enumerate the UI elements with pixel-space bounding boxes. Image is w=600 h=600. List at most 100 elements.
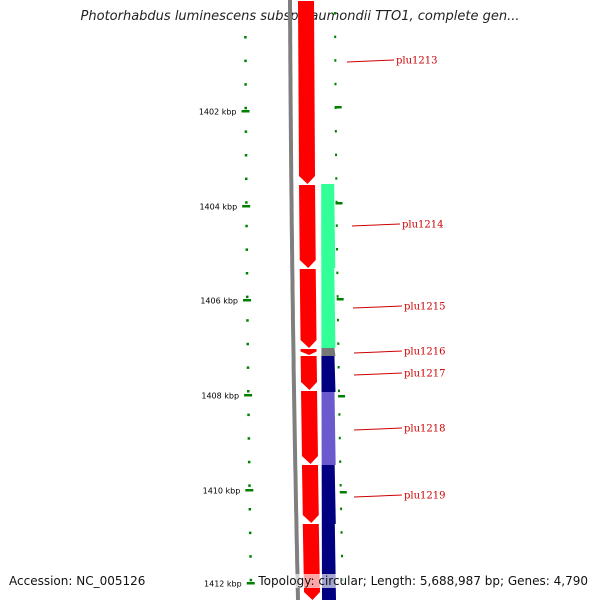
forward-gene-arrow <box>302 524 320 600</box>
inner-tick <box>334 12 337 15</box>
minor-tick <box>245 224 248 228</box>
minor-tick <box>249 555 252 558</box>
major-tick <box>243 299 252 302</box>
minor-tick <box>244 130 248 133</box>
accession-text: Accession: NC_005126 <box>9 574 146 588</box>
inner-tick <box>340 507 343 511</box>
inner-tick <box>336 248 339 251</box>
inner-major-tick <box>335 202 343 205</box>
minor-tick <box>244 106 247 110</box>
reverse-gene-block <box>321 184 336 268</box>
gene-leader-line <box>352 305 403 309</box>
scale-label: 1410 kbp <box>203 487 241 496</box>
inner-major-tick <box>338 395 346 398</box>
major-tick <box>246 582 255 585</box>
minor-tick <box>244 83 247 86</box>
gene-label-plu1216[interactable]: plu1216 <box>404 347 446 358</box>
inner-tick <box>336 295 339 298</box>
minor-tick <box>246 342 249 346</box>
forward-gene-arrow <box>301 465 319 523</box>
gene-leader-line <box>346 59 395 63</box>
inner-tick <box>337 366 340 369</box>
gene-label-plu1214[interactable]: plu1214 <box>402 220 444 231</box>
gene-label-plu1217[interactable]: plu1217 <box>404 369 446 380</box>
forward-gene-arrow <box>299 185 316 268</box>
reverse-gene-block <box>321 465 336 524</box>
inner-tick <box>339 484 342 487</box>
major-tick <box>241 110 250 113</box>
gene-leader-line <box>353 427 403 431</box>
minor-tick <box>245 248 249 251</box>
inner-tick <box>340 531 343 534</box>
minor-tick <box>247 390 250 393</box>
minor-tick <box>245 201 248 204</box>
major-tick <box>242 205 251 208</box>
forward-gene-arrow <box>300 356 318 390</box>
gene-labels[interactable]: plu1213 plu1214 plu1215 plu1216 plu1217 plu12… <box>346 56 446 502</box>
gene-label-plu1218[interactable]: plu1218 <box>404 424 446 435</box>
forward-gene-arrow <box>301 391 318 464</box>
inner-major-tick <box>339 491 347 494</box>
minor-tick <box>244 36 247 39</box>
inner-tick <box>336 271 339 275</box>
inner-major-tick <box>334 106 342 109</box>
inner-tick <box>335 153 338 157</box>
inner-tick <box>334 130 337 133</box>
inner-tick <box>335 224 338 227</box>
minor-tick <box>245 295 249 299</box>
forward-gene-arrow <box>299 269 317 348</box>
scale-label: 1404 kbp <box>199 203 237 212</box>
minor-tick <box>244 177 248 181</box>
major-tick <box>245 489 254 492</box>
reverse-gene-block <box>321 356 336 392</box>
reverse-gene-block <box>321 348 336 356</box>
backbone-track <box>288 0 300 600</box>
minor-tick <box>248 508 252 511</box>
scale-ticks <box>241 36 255 585</box>
minor-tick <box>247 413 250 417</box>
minor-tick <box>247 437 251 440</box>
major-tick <box>244 394 253 397</box>
inner-tick <box>336 318 339 322</box>
gene-leader-line <box>351 223 401 227</box>
inner-tick <box>334 82 337 86</box>
gene-label-plu1219[interactable]: plu1219 <box>404 491 446 502</box>
minor-tick <box>248 531 252 535</box>
inner-tick <box>339 460 342 463</box>
minor-tick <box>249 578 253 582</box>
minor-tick <box>248 484 251 487</box>
reverse-strand-track <box>321 184 336 600</box>
scale-label: 1412 kbp <box>204 580 242 589</box>
forward-gene-arrow <box>300 349 317 355</box>
inner-tick <box>334 35 337 39</box>
reverse-gene-block <box>321 524 336 600</box>
scale-label: 1408 kbp <box>201 392 239 401</box>
minor-tick <box>247 460 251 464</box>
inner-dot-track <box>334 12 347 581</box>
reverse-gene-block <box>321 268 336 348</box>
gene-leader-line <box>353 372 403 376</box>
reverse-gene-block <box>321 392 336 465</box>
gene-leader-line <box>353 350 403 354</box>
forward-strand-track <box>298 1 320 600</box>
scale-label: 1402 kbp <box>199 108 237 117</box>
inner-tick <box>338 389 341 393</box>
inner-tick <box>338 436 341 440</box>
minor-tick <box>246 366 250 369</box>
gene-label-plu1213[interactable]: plu1213 <box>396 56 438 67</box>
inner-tick <box>337 342 340 345</box>
minor-tick <box>245 272 249 275</box>
forward-gene-arrow <box>298 1 316 184</box>
minor-tick <box>246 319 249 322</box>
minor-tick <box>244 154 248 157</box>
inner-tick <box>341 554 344 558</box>
inner-tick <box>338 413 341 416</box>
scale-label: 1406 kbp <box>200 297 238 306</box>
gene-label-plu1215[interactable]: plu1215 <box>404 302 446 313</box>
scale-labels: 1402 kbp 1404 kbp 1406 kbp 1408 kbp 1410 kbp… <box>199 108 242 589</box>
gene-leader-line <box>353 494 403 498</box>
backbone-line <box>288 0 300 600</box>
topology-text: Topology: circular; Length: 5,688,987 bp… <box>256 574 590 588</box>
inner-major-tick <box>336 298 344 301</box>
